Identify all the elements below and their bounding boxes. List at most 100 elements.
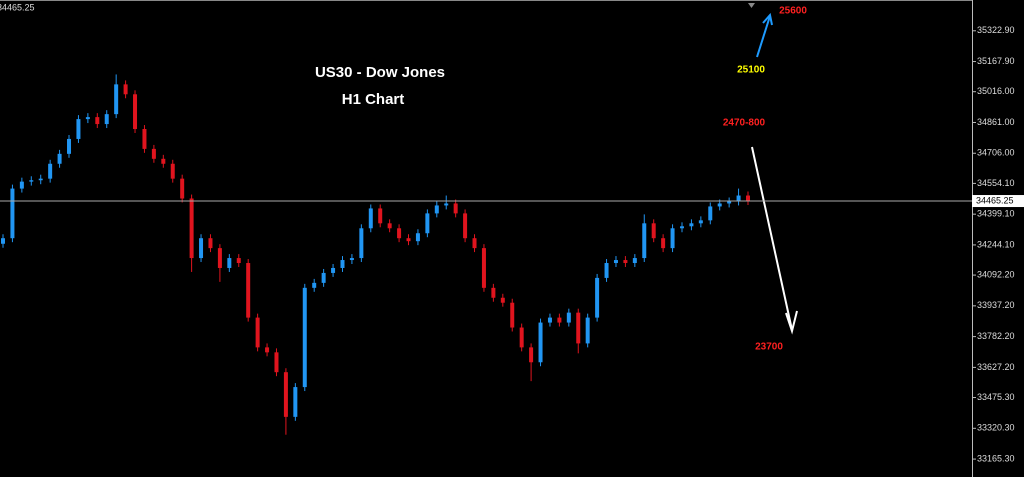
candle-body (340, 260, 345, 268)
candle-body (679, 226, 684, 229)
candle-body (491, 287, 496, 298)
candle-body (604, 263, 609, 278)
y-tick-label: 33320.30 (977, 423, 1015, 433)
up-arrow (756, 12, 773, 58)
candle-body (151, 148, 156, 159)
candle-body (104, 114, 109, 125)
candle-body (623, 260, 628, 264)
chart-title: US30 - Dow Jones (315, 64, 445, 81)
candle-body (453, 203, 458, 214)
candle-body (425, 213, 430, 234)
y-tick-label: 34244.10 (977, 239, 1015, 249)
candle-body (67, 138, 72, 154)
candle-body (208, 238, 213, 249)
candle-body (359, 228, 364, 259)
candle-body (387, 223, 392, 229)
y-tick-label: 34861.00 (977, 117, 1015, 127)
candle-body (557, 317, 562, 323)
candle-body (444, 203, 449, 206)
candle-body (189, 198, 194, 259)
candle-body (217, 248, 222, 268)
candle-body (1, 238, 5, 244)
candle-body (349, 258, 354, 261)
candle-body (689, 223, 694, 227)
candle-body (519, 327, 524, 348)
annotation: 25600 (779, 6, 807, 17)
candle-body (698, 220, 703, 224)
y-tick-label: 33475.30 (977, 392, 1015, 402)
candle-body (123, 84, 128, 95)
candle-body (76, 119, 81, 139)
y-tick-label: 35322.90 (977, 25, 1015, 35)
candle-body (566, 312, 571, 323)
candle-body (10, 188, 15, 239)
candle-body (19, 181, 24, 189)
candle-body (538, 322, 543, 363)
candle-body (708, 206, 713, 221)
candle-body (642, 223, 647, 259)
candle-body (170, 163, 175, 179)
plot-area (1, 74, 750, 435)
candle-body (613, 260, 618, 264)
candle-body (736, 195, 741, 202)
annotation: 23700 (755, 342, 783, 353)
candle-body (29, 180, 34, 182)
candle-body (227, 258, 232, 268)
y-tick-label: 35167.90 (977, 56, 1015, 66)
candle-body (331, 267, 336, 273)
candle-body (302, 287, 307, 388)
candle-body (585, 317, 590, 344)
y-tick-label: 34706.00 (977, 148, 1015, 158)
candle-body (727, 201, 732, 204)
candle-body (199, 238, 204, 259)
candle-body (265, 347, 270, 353)
candle-body (236, 258, 241, 264)
corner-price-label: 34465.25 (0, 2, 35, 12)
candle-body (255, 317, 260, 348)
candle-body (293, 387, 298, 417)
candle-body (576, 312, 581, 344)
candle-body (632, 258, 637, 264)
annotation: 2470-800 (723, 118, 766, 129)
candle-body (180, 178, 185, 199)
candle-body (114, 84, 119, 115)
y-tick-label: 33165.30 (977, 453, 1015, 463)
y-tick-label: 35016.00 (977, 86, 1015, 96)
candle-body (717, 203, 722, 207)
candle-body (95, 117, 100, 125)
shift-marker (748, 3, 755, 8)
annotation: 25100 (737, 65, 765, 76)
candle-body (472, 238, 477, 249)
candle-body (246, 263, 251, 318)
candle-body (670, 228, 675, 249)
candle-body (746, 195, 750, 202)
candle-body (38, 178, 43, 181)
candle-body (283, 372, 288, 417)
candle-body (406, 238, 411, 242)
last-price-box (972, 195, 1024, 208)
candle-body (48, 163, 53, 179)
candle-body (547, 317, 552, 323)
candle-body (378, 208, 383, 224)
candle-body (651, 223, 656, 239)
candle-body (463, 213, 468, 239)
candle-body (481, 248, 486, 288)
candle-body (368, 208, 373, 229)
last-price-label: 34465.25 (976, 195, 1014, 205)
down-arrow (751, 146, 798, 335)
candle-body (85, 117, 90, 120)
candle-body (142, 129, 147, 149)
y-tick-label: 34399.10 (977, 209, 1015, 219)
candle-body (57, 153, 62, 164)
candle-body (161, 158, 166, 164)
candle-body (274, 352, 279, 373)
candle-body (595, 277, 600, 318)
candle-body (133, 94, 138, 130)
chart-subtitle: H1 Chart (342, 91, 405, 108)
candle-body (321, 272, 326, 283)
candle-body (661, 238, 666, 249)
y-tick-label: 34092.20 (977, 269, 1015, 279)
candle-body (510, 302, 515, 328)
